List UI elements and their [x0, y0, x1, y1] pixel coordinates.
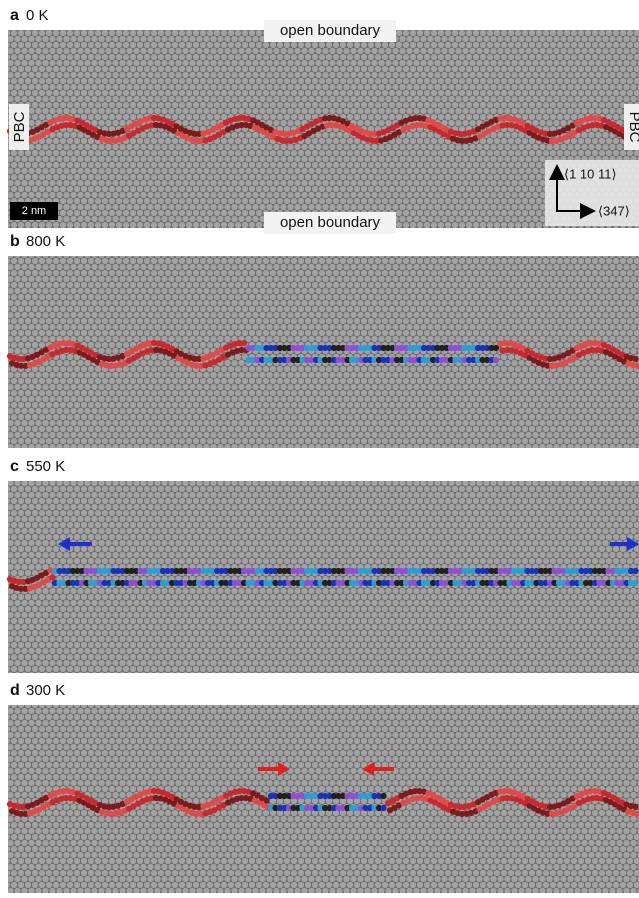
temperature: 550 K [26, 458, 65, 475]
axis-label: ⟨1 10 11⟩ [564, 166, 617, 181]
panel-c-image [8, 481, 639, 673]
scale-label: 2 nm [22, 205, 46, 217]
boundary-atom [241, 340, 247, 346]
temperature: 0 K [26, 7, 49, 24]
temperature: 800 K [26, 233, 65, 250]
figure: a 0 K b 800 K c 550 K d 300 K open bound… [0, 0, 639, 893]
panel-d-image [8, 705, 639, 893]
temperature: 300 K [26, 682, 65, 699]
boundary-atom [632, 568, 638, 574]
boundary-atom [380, 793, 386, 799]
panel-label: a [10, 7, 19, 24]
boundary-atom [263, 797, 269, 803]
boundary-atom [380, 805, 386, 811]
pbc-label: PBC [626, 112, 639, 143]
boundary-atom [49, 574, 55, 580]
panel-label: d [10, 682, 20, 699]
boundary-atom [632, 580, 638, 586]
panel-b-image [8, 256, 639, 448]
boundary-atom [632, 356, 638, 362]
boundary-label: open boundary [280, 214, 381, 231]
boundary-atom [493, 357, 499, 363]
boundary-atom [493, 345, 499, 351]
panel-label: b [10, 233, 20, 250]
pbc-label: PBC [11, 111, 28, 142]
panel-label: c [10, 458, 19, 475]
boundary-label: open boundary [280, 22, 381, 39]
page: {"panels": [ {"label": "a", "temperature… [0, 0, 639, 893]
boundary-atom [632, 804, 638, 810]
axis-label: ⟨347⟩ [598, 203, 630, 218]
